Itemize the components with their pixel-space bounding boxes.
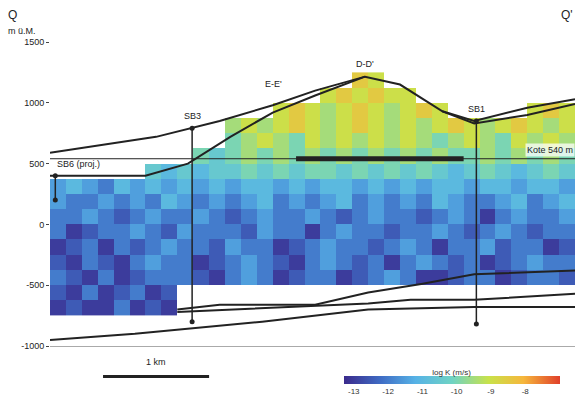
svg-text:0: 0 xyxy=(39,220,44,230)
svg-text:1 km: 1 km xyxy=(146,357,166,367)
svg-text:Q: Q xyxy=(8,8,17,22)
svg-text:Q': Q' xyxy=(561,8,573,22)
svg-text:m ü.M.: m ü.M. xyxy=(8,26,36,36)
svg-text:-13: -13 xyxy=(348,387,360,396)
svg-text:-9: -9 xyxy=(487,387,495,396)
svg-text:500: 500 xyxy=(29,159,44,169)
svg-text:-8: -8 xyxy=(522,387,530,396)
svg-text:1500: 1500 xyxy=(24,37,44,47)
svg-text:-12: -12 xyxy=(382,387,394,396)
svg-text:SB1: SB1 xyxy=(468,104,485,114)
svg-text:SB6 (proj.): SB6 (proj.) xyxy=(57,159,100,169)
svg-text:-11: -11 xyxy=(417,387,429,396)
svg-text:-500: -500 xyxy=(26,280,44,290)
svg-text:SB3: SB3 xyxy=(184,111,201,121)
svg-text:E-E': E-E' xyxy=(265,79,282,89)
svg-text:1000: 1000 xyxy=(24,98,44,108)
svg-text:-1000: -1000 xyxy=(21,341,44,351)
svg-text:Kote 540 m: Kote 540 m xyxy=(527,145,573,155)
svg-text:log K (m/s): log K (m/s) xyxy=(432,368,471,377)
svg-text:-10: -10 xyxy=(451,387,463,396)
svg-text:D-D': D-D' xyxy=(356,59,374,69)
